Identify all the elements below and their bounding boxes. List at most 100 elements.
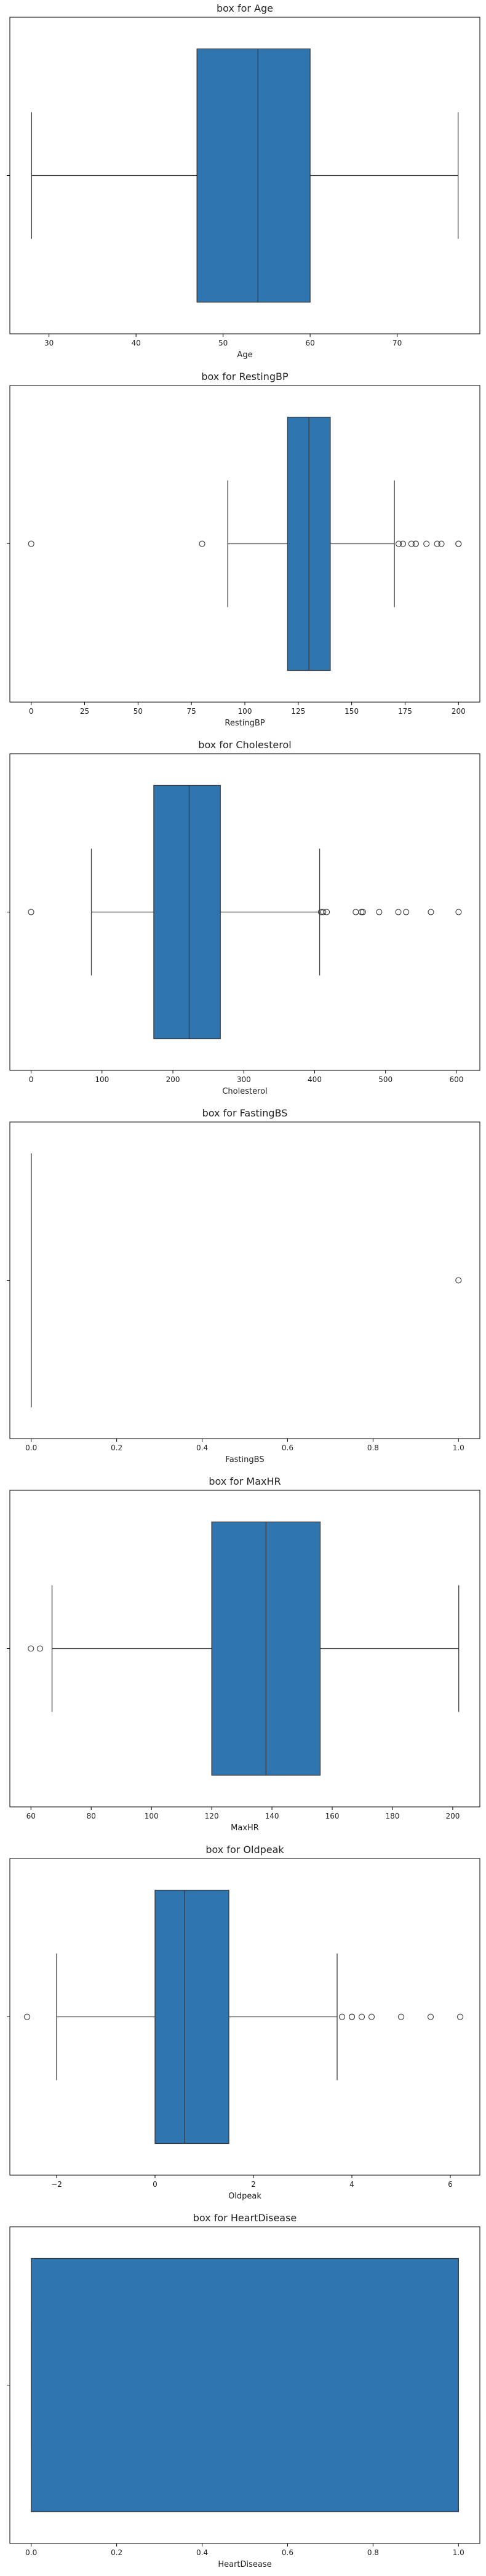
outlier-point (455, 909, 462, 915)
outlier-point (427, 2013, 434, 2020)
outlier-point (36, 1645, 44, 1652)
x-tick-label: 2 (251, 2180, 256, 2189)
outlier-point (359, 909, 366, 915)
x-tick-label: 600 (450, 1075, 464, 1084)
x-tick-label: 100 (145, 1812, 159, 1820)
x-tick-label: 400 (308, 1075, 322, 1084)
x-tick-label: 60 (305, 339, 314, 347)
x-tick-label: 0.2 (111, 2548, 122, 2557)
x-axis-label: MaxHR (231, 1823, 259, 1833)
x-tick-label: 0.0 (25, 2548, 37, 2557)
x-axis-label: Oldpeak (228, 2192, 261, 2201)
outlier-point (368, 2013, 375, 2020)
box-iqr (154, 1889, 229, 2144)
outlier-point (320, 909, 327, 915)
outlier-point (28, 540, 34, 547)
x-tick-label: 0 (29, 1075, 34, 1084)
x-axis-label: Age (237, 350, 252, 360)
x-tick-label: 0.6 (282, 2548, 293, 2557)
outlier-point (438, 540, 445, 547)
x-tick-label: 0.4 (196, 1444, 208, 1452)
axes-frame (9, 1121, 480, 1439)
x-axis-label: HeartDisease (218, 2560, 271, 2569)
outlier-point (358, 909, 365, 915)
x-tick-label: 160 (325, 1812, 340, 1820)
chart-title: box for Oldpeak (205, 1844, 284, 1855)
x-tick-label: 125 (291, 707, 305, 716)
x-tick-label: 200 (166, 1075, 180, 1084)
x-tick-label: 200 (445, 1812, 460, 1820)
x-tick-label: 0.2 (111, 1444, 122, 1452)
x-tick-label: 4 (349, 2180, 354, 2189)
x-tick-label: 140 (265, 1812, 279, 1820)
x-tick-label: 500 (378, 1075, 392, 1084)
outlier-point (455, 1277, 462, 1284)
x-tick-label: 300 (237, 1075, 251, 1084)
outlier-point (434, 540, 440, 547)
x-tick-label: 0 (153, 2180, 157, 2189)
x-tick-label: 6 (448, 2180, 453, 2189)
outlier-point (399, 540, 407, 547)
outlier-point (403, 909, 410, 915)
x-tick-label: 0.8 (367, 1444, 379, 1452)
outlier-point (395, 540, 402, 547)
x-tick-label: 100 (238, 707, 252, 716)
box-iqr (31, 2258, 459, 2513)
chart-title: box for MaxHR (209, 1476, 281, 1487)
chart-panel-fastingbs: box for FastingBS 0.0 0.2 0.4 0.6 0.8 1.0 Fasti… (7, 1107, 480, 1464)
x-tick-label: 40 (132, 339, 141, 347)
outlier-point (412, 540, 419, 547)
x-tick-label: 75 (187, 707, 196, 716)
x-tick-label: 60 (26, 1812, 36, 1820)
x-tick-label: 30 (44, 339, 54, 347)
chart-panel-restingbp: box for RestingBP 0 25 50 75 100 125 150 175 200 R… (7, 371, 480, 728)
x-tick-label: 1.0 (453, 1444, 464, 1452)
x-tick-label: 100 (95, 1075, 109, 1084)
x-tick-label: 25 (80, 707, 89, 716)
x-tick-label: 0.4 (196, 2548, 208, 2557)
outlier-point (376, 909, 383, 915)
chart-title: box for HeartDisease (193, 2212, 297, 2224)
chart-panel-maxhr: box for MaxHR 60 80 100 120 140 160 180 200 MaxHR (7, 1476, 480, 1833)
chart-title: box for RestingBP (201, 371, 289, 382)
outlier-point (28, 1645, 34, 1652)
x-tick-label: −2 (51, 2180, 62, 2189)
outlier-point (397, 2013, 405, 2020)
outlier-point (423, 540, 430, 547)
x-axis-label: FastingBS (225, 1455, 264, 1464)
x-tick-label: 0.6 (282, 1444, 293, 1452)
outlier-point (199, 540, 205, 547)
chart-panel-heartdisease: box for HeartDisease 0.0 0.2 0.4 0.6 0.8 1.0 He… (7, 2212, 480, 2569)
box-iqr (153, 784, 221, 1040)
chart-title: box for Age (217, 2, 273, 14)
x-tick-label: 50 (218, 339, 228, 347)
box-iqr (196, 48, 311, 303)
chart-title: box for FastingBS (202, 1107, 288, 1119)
x-tick-label: 180 (386, 1812, 400, 1820)
outlier-point (353, 909, 359, 915)
outlier-point (456, 2013, 464, 2020)
outlier-point (358, 2013, 365, 2020)
outlier-point (338, 2013, 346, 2020)
chart-panel-age: box for Age 30 40 50 60 70 Age (7, 2, 480, 360)
x-tick-label: 70 (392, 339, 402, 347)
outlier-point (23, 2013, 31, 2020)
x-axis-label: Cholesterol (222, 1087, 267, 1096)
x-tick-label: 50 (133, 707, 143, 716)
chart-title: box for Cholesterol (198, 739, 291, 751)
x-tick-label: 1.0 (453, 2548, 464, 2557)
x-tick-label: 80 (87, 1812, 96, 1820)
x-tick-label: 0.8 (367, 2548, 379, 2557)
chart-panel-cholesterol: box for Cholesterol 0 100 200 300 400 500 600 Ch… (7, 739, 480, 1096)
x-tick-label: 150 (345, 707, 359, 716)
outlier-point (428, 909, 434, 915)
outlier-point (28, 909, 34, 915)
x-tick-label: 0 (29, 707, 34, 716)
x-tick-label: 175 (398, 707, 412, 716)
outlier-point (455, 540, 462, 547)
x-tick-label: 200 (452, 707, 466, 716)
outlier-point (324, 909, 330, 915)
outlier-point (395, 909, 402, 915)
outlier-point (348, 2013, 356, 2020)
